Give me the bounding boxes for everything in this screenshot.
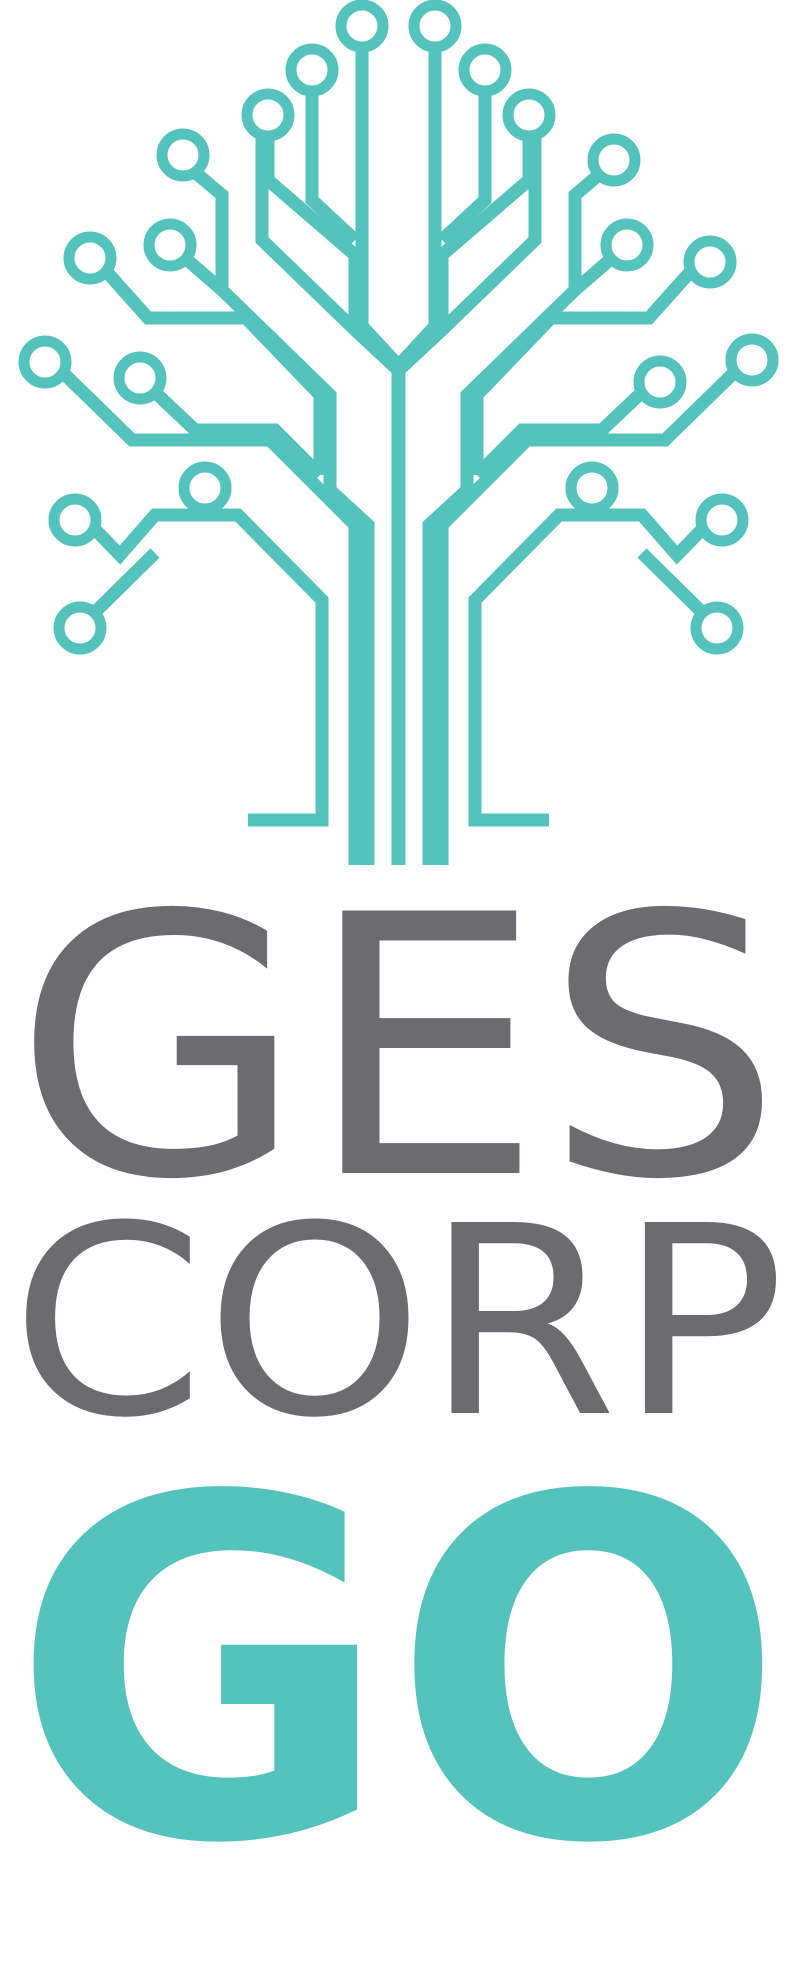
logo-text-go: GO (11, 1399, 786, 1946)
circuit-tree-icon (18, 0, 779, 865)
logo-line3: GO (11, 1399, 786, 1946)
logo-line1: GES (13, 839, 783, 1258)
logo-line2: CORP (11, 1170, 786, 1475)
logo-text-ges: GES (13, 839, 783, 1258)
logo-text-corp: CORP (11, 1170, 786, 1475)
